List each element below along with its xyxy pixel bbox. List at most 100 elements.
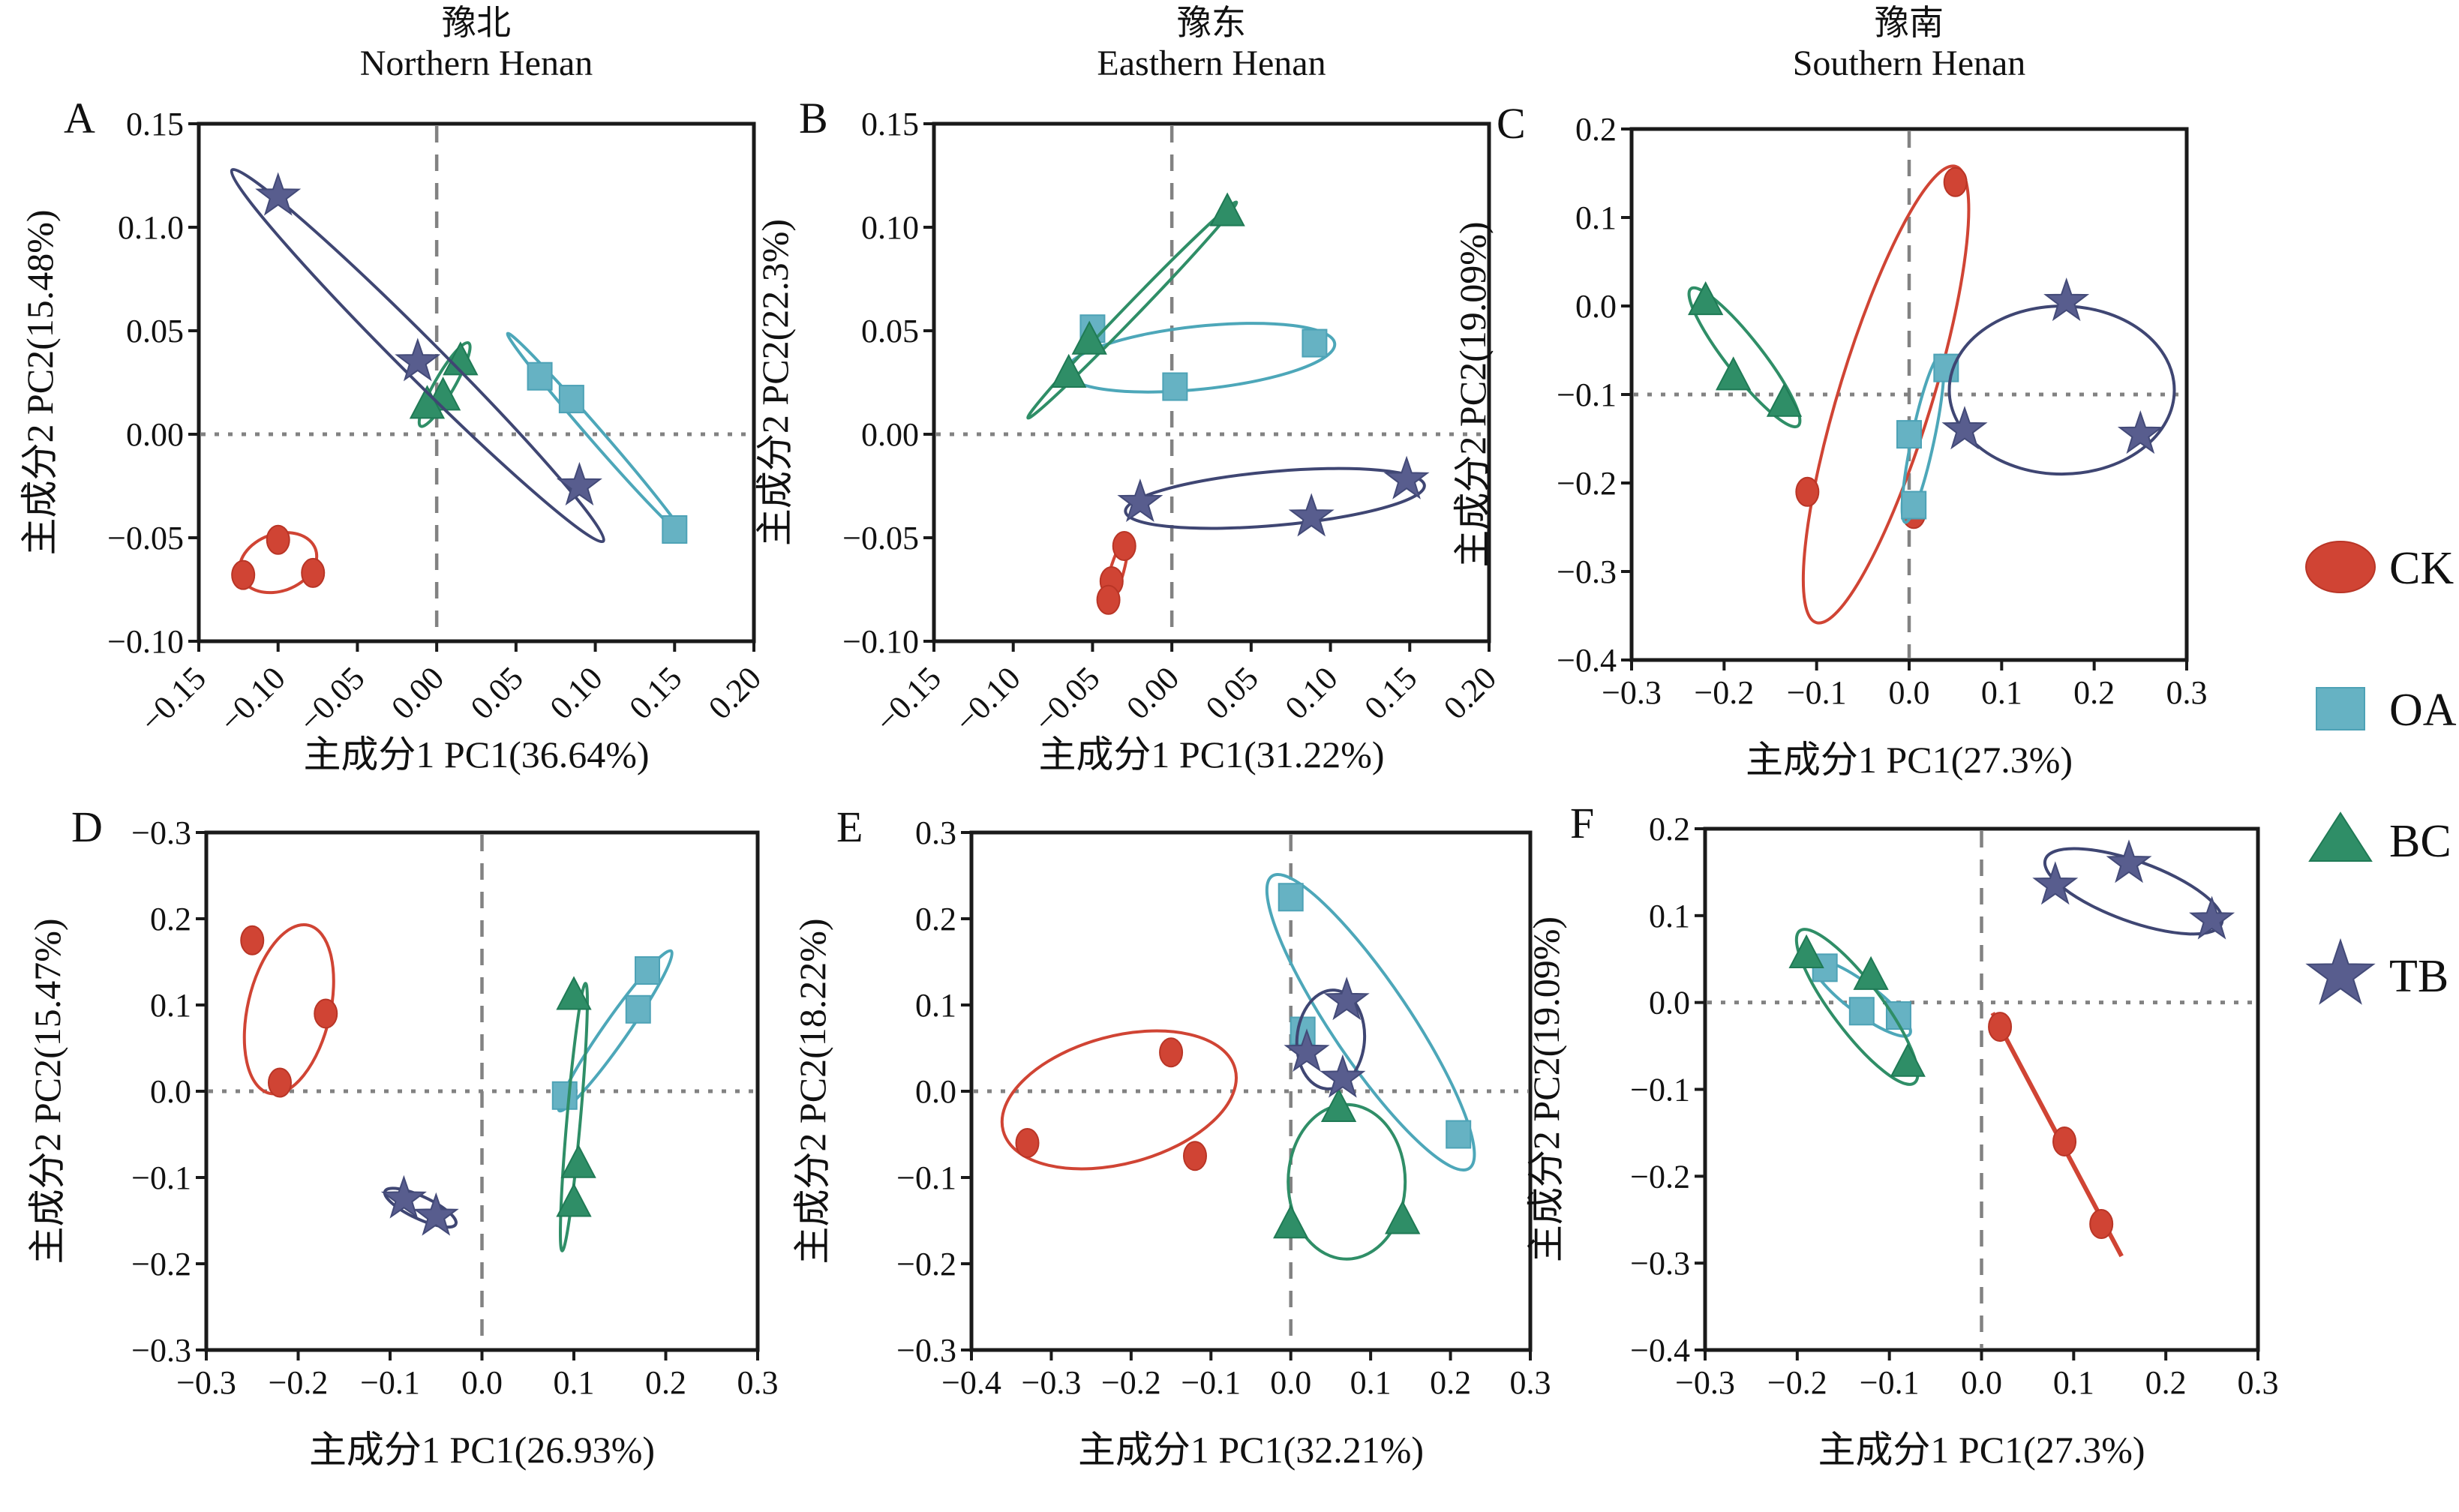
bc-confidence-ellipse	[417, 340, 472, 428]
bc-point	[560, 1144, 596, 1178]
x-axis-label: 主成分1 PC1(26.93%)	[309, 1429, 655, 1471]
tb-confidence-ellipse	[1124, 466, 1426, 530]
bc-confidence-ellipse	[559, 982, 589, 1252]
x-tick-label: 0.3	[1510, 1364, 1551, 1401]
tb-point	[2043, 278, 2090, 322]
oa-point	[551, 1081, 578, 1110]
x-tick-label: −0.3	[1675, 1364, 1735, 1401]
series-tb	[1117, 455, 1430, 537]
y-tick-label: 0.1	[1575, 200, 1617, 236]
y-tick-label: 0.2	[1575, 111, 1617, 148]
x-tick-label: 0.1	[554, 1364, 595, 1401]
bc-point	[1071, 320, 1107, 355]
oa-point	[1302, 328, 1328, 358]
x-axis-label: 主成分1 PC1(32.21%)	[1078, 1429, 1424, 1471]
legend-item-tb: TB	[2305, 938, 2448, 1005]
x-axis-label: 主成分1 PC1(31.22%)	[1038, 734, 1384, 776]
bc-point	[1688, 280, 1724, 316]
x-tick-label: 0.3	[2166, 674, 2208, 711]
y-tick-label: −0.05	[107, 520, 184, 556]
x-tick-label: 0.1	[1350, 1364, 1392, 1401]
ck-point	[2052, 1126, 2077, 1156]
oa-point	[1848, 997, 1875, 1026]
bc-point	[1890, 1042, 1926, 1077]
panel-letter: F	[1570, 799, 1594, 848]
y-tick-label: −0.1	[1630, 1072, 1690, 1108]
series-tb	[2032, 839, 2235, 940]
bc-point	[556, 1183, 592, 1217]
x-tick-label: −0.2	[269, 1364, 329, 1401]
y-axis-label: 主成分2 PC2(19.09%)	[1525, 916, 1567, 1262]
y-tick-label: −0.2	[896, 1246, 956, 1282]
x-axis-label: 主成分1 PC1(27.3%)	[1818, 1429, 2145, 1471]
oa-point	[625, 994, 651, 1024]
panel-title-en: Easthern Henan	[1097, 44, 1326, 83]
y-axis-label: 主成分2 PC2(19.09%)	[1452, 221, 1494, 567]
y-tick-label: −0.4	[1630, 1332, 1690, 1369]
x-tick-label: 0.0	[1889, 674, 1930, 711]
y-tick-label: 0.00	[126, 416, 184, 453]
bc-point	[443, 341, 479, 376]
panel-E: E−0.4 −0.3 −0.2 −0.1 0.0 0.1 0.2 0.30.30.20.10.…	[791, 802, 1551, 1471]
y-tick-label: −0.3	[1557, 554, 1617, 590]
oa-point	[1162, 372, 1188, 401]
x-tick-label: −0.2	[1767, 1364, 1827, 1401]
tb-point	[1288, 493, 1335, 537]
series-ck	[1096, 531, 1136, 615]
tb-confidence-ellipse	[1295, 988, 1367, 1090]
series-bc	[1687, 280, 1803, 429]
legend-ck-marker	[2305, 541, 2376, 593]
y-axis-label: 主成分2 PC2(15.47%)	[26, 918, 68, 1264]
plot-area	[932, 122, 1491, 644]
bc-point	[1716, 356, 1752, 391]
y-tick-label: 0.2	[150, 901, 191, 938]
bc-point	[1051, 353, 1087, 388]
series-tb	[230, 167, 605, 544]
y-tick-label: 0.0	[1649, 985, 1690, 1022]
y-tick-label: 0.0	[150, 1073, 191, 1110]
legend-oa-marker	[2316, 687, 2365, 730]
legend-label: TB	[2389, 951, 2448, 1002]
ck-point	[268, 1067, 292, 1098]
legend-tb-marker	[2305, 938, 2376, 1005]
ck-point	[1943, 166, 1968, 197]
tb-point	[413, 1192, 459, 1236]
panel-letter: D	[71, 802, 103, 851]
panel-D: D −0.3 −0.2 −0.1 0.0 0.1 0.2 0.3 −0.3 0.2 0.1 0.0 −0…	[26, 802, 779, 1471]
ck-point	[1183, 1141, 1207, 1172]
ck-point	[240, 925, 265, 956]
tb-point	[1323, 976, 1370, 1021]
oa-confidence-ellipse	[1265, 873, 1476, 1172]
x-tick-label: −0.2	[1694, 674, 1754, 711]
y-tick-label: −0.3	[896, 1332, 956, 1369]
y-tick-label: 0.1.0	[118, 209, 184, 246]
x-tick-label: −0.2	[1101, 1364, 1161, 1401]
ck-confidence-ellipse	[1000, 1029, 1238, 1171]
tb-point	[1320, 1054, 1366, 1098]
y-tick-label: −0.2	[1630, 1158, 1690, 1195]
tb-point	[556, 461, 602, 506]
series-bc	[1026, 192, 1245, 420]
x-tick-label: 0.2	[2073, 674, 2115, 711]
ck-point	[301, 557, 326, 588]
tb-point	[1941, 406, 1988, 450]
ck-point	[1795, 476, 1820, 507]
y-tick-label: −0.1	[896, 1160, 956, 1196]
tb-point	[2032, 861, 2079, 905]
y-tick-label: 0.05	[861, 313, 919, 350]
y-tick-label: −0.10	[107, 623, 184, 660]
y-tick-label: −0.3	[131, 1332, 191, 1369]
x-tick-label: −0.3	[1602, 674, 1662, 711]
panel-title-cn: 豫东	[1177, 4, 1246, 42]
y-tick-label: −0.1	[131, 1160, 191, 1196]
x-tick-label: −0.1	[1787, 674, 1847, 711]
x-axis-label: 主成分1 PC1(27.3%)	[1746, 739, 2073, 781]
series-oa	[1265, 873, 1476, 1172]
oa-point	[1901, 490, 1927, 520]
tb-point	[395, 338, 441, 382]
series-tb	[1284, 976, 1370, 1098]
bc-point	[1788, 934, 1824, 968]
